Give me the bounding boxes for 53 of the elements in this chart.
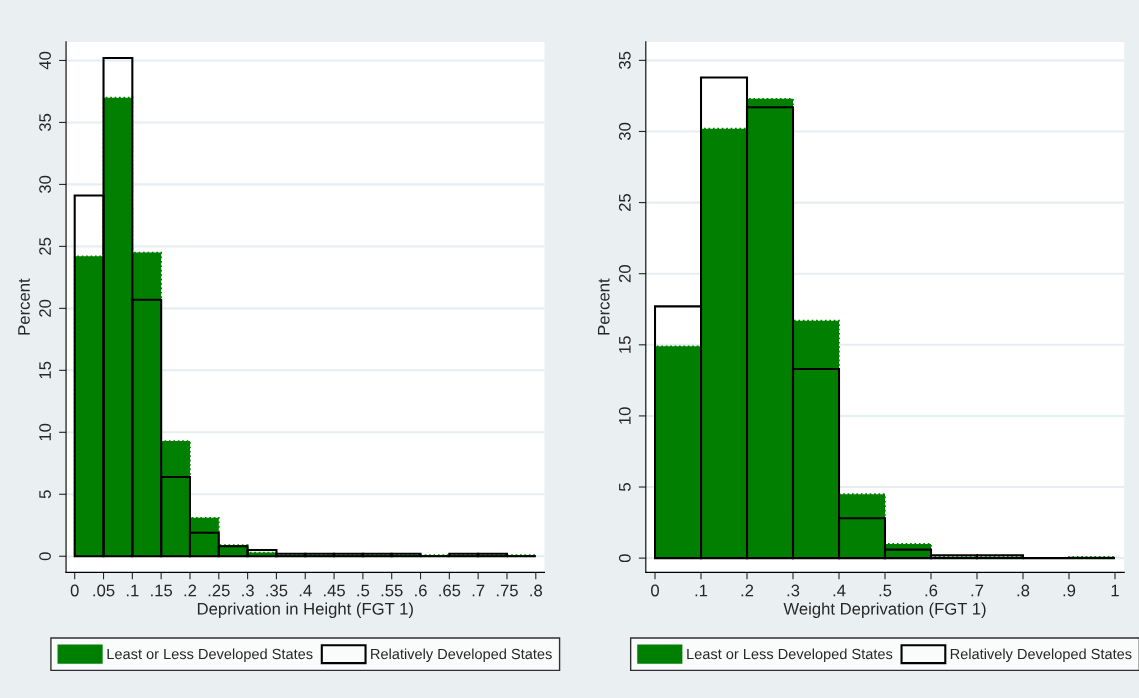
x-tick-label: 1 bbox=[1111, 584, 1119, 597]
y-tick-label: 0 bbox=[39, 552, 51, 561]
x-tick-label: .5 bbox=[357, 584, 370, 597]
x-tick-label: .1 bbox=[695, 584, 708, 597]
x-tick-label: .05 bbox=[93, 584, 115, 597]
x-tick-label: .2 bbox=[184, 584, 197, 597]
x-tick-label: .6 bbox=[925, 584, 938, 597]
x-tick-label: .75 bbox=[496, 584, 518, 597]
y-tick-label: 0 bbox=[618, 554, 631, 563]
y-tick-label: 20 bbox=[39, 299, 51, 317]
y-tick-label: 40 bbox=[39, 51, 51, 70]
y-tick-label: 5 bbox=[619, 483, 631, 491]
y-axis-title: Percent bbox=[18, 278, 30, 335]
x-tick-label: .9 bbox=[1063, 584, 1076, 597]
x-tick-label: 0 bbox=[70, 584, 79, 597]
x-tick-label: 0 bbox=[651, 584, 659, 597]
x-tick-label: .4 bbox=[833, 584, 846, 597]
y-tick-label: 30 bbox=[618, 122, 631, 141]
x-tick-label: .8 bbox=[1017, 584, 1030, 597]
x-tick-label: .8 bbox=[530, 584, 543, 597]
y-tick-label: 35 bbox=[618, 51, 631, 69]
x-tick-label: .5 bbox=[879, 584, 892, 597]
x-tick-label: .4 bbox=[299, 584, 312, 597]
legend-label: Relatively Developed States bbox=[950, 648, 1132, 663]
y-tick-label: 35 bbox=[39, 113, 51, 132]
x-axis-title: Deprivation in Height (FGT 1) bbox=[197, 602, 413, 619]
y-tick-label: 10 bbox=[39, 423, 51, 441]
x-tick-label: .1 bbox=[126, 584, 139, 597]
y-tick-label: 10 bbox=[618, 407, 631, 424]
x-tick-label: .15 bbox=[151, 584, 173, 597]
y-axis-title: Percent bbox=[597, 278, 610, 335]
x-tick-label: .2 bbox=[741, 584, 754, 597]
y-tick-label: 15 bbox=[39, 361, 51, 379]
x-tick-label: .7 bbox=[971, 584, 984, 597]
x-tick-label: .55 bbox=[381, 584, 403, 597]
x-tick-label: .3 bbox=[787, 584, 800, 597]
x-tick-label: .25 bbox=[208, 584, 230, 597]
x-tick-label: .35 bbox=[266, 584, 288, 597]
y-tick-label: 30 bbox=[39, 175, 51, 194]
legend-label: Least or Less Developed States bbox=[687, 648, 893, 663]
y-tick-label: 25 bbox=[39, 237, 51, 255]
x-tick-label: .65 bbox=[439, 584, 461, 597]
x-axis-title: Weight Deprivation (FGT 1) bbox=[783, 602, 986, 619]
y-tick-label: 20 bbox=[618, 265, 631, 283]
y-tick-label: 25 bbox=[618, 194, 631, 212]
legend-label: Least or Less Developed States bbox=[107, 648, 313, 663]
x-tick-label: .6 bbox=[415, 584, 427, 597]
x-tick-label: .45 bbox=[324, 584, 345, 597]
x-tick-label: .3 bbox=[242, 584, 254, 597]
legend-label: Relatively Developed States bbox=[371, 648, 552, 663]
y-tick-label: 5 bbox=[39, 490, 51, 499]
x-tick-label: .7 bbox=[472, 584, 485, 597]
y-tick-label: 15 bbox=[619, 336, 631, 353]
